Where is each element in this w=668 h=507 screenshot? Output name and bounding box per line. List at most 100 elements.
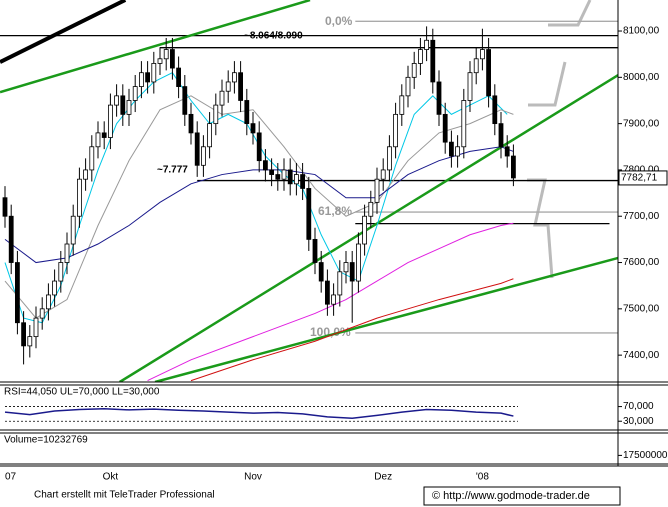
x-tick-label: 07: [5, 472, 17, 483]
arrow: [548, 0, 592, 27]
url-box: [423, 486, 621, 506]
candle-body: [417, 49, 423, 64]
candle-body: [331, 294, 337, 305]
candle-body: [281, 169, 287, 180]
moving-average: [4, 72, 508, 324]
y-tick-label: 8000,00: [623, 72, 660, 83]
candle-body: [157, 58, 163, 64]
candle-body: [213, 104, 219, 125]
annotation: 100,0%: [310, 325, 351, 339]
candle-body: [231, 72, 237, 83]
candle-body: [244, 100, 250, 125]
candle-body: [510, 155, 516, 179]
y-tick-label: 7600,00: [623, 257, 660, 268]
candle-body: [2, 197, 8, 217]
candle-body: [269, 169, 275, 175]
candle-body: [436, 81, 442, 115]
candle-body: [343, 262, 349, 273]
candle-body: [430, 39, 436, 83]
candle-body: [262, 160, 268, 171]
candle-body: [411, 63, 417, 78]
candle-body: [467, 72, 473, 101]
candle-body: [151, 63, 157, 83]
candle-body: [114, 95, 119, 106]
trend-line: [0, 0, 127, 64]
candle-body: [145, 72, 151, 83]
rsi-tick-label: 70,000: [623, 401, 654, 412]
annotation: ~7.777: [157, 165, 188, 176]
candle-body: [188, 113, 194, 134]
candle-body: [386, 146, 392, 171]
candle-body: [219, 90, 225, 106]
candle-body: [492, 95, 498, 125]
candle-body: [89, 146, 95, 171]
annotation: 0,0%: [325, 14, 353, 28]
candle-body: [169, 49, 175, 69]
volume-label: Volume=10232769: [4, 435, 88, 446]
y-tick-label: 7500,00: [623, 303, 660, 314]
candle-body: [399, 95, 405, 115]
moving-average: [147, 222, 514, 382]
candle-body: [337, 271, 343, 296]
candle-body: [27, 336, 33, 347]
url: © http://www.godmode-trader.de: [432, 490, 590, 502]
candle-body: [70, 215, 76, 245]
candle-body: [355, 243, 361, 282]
candle-body: [83, 169, 88, 180]
candle-body: [200, 146, 206, 166]
candle-body: [318, 262, 324, 282]
candle-body: [287, 169, 293, 185]
candle-body: [424, 39, 430, 50]
candle-body: [126, 100, 132, 115]
y-tick-label: 7700,00: [623, 211, 660, 222]
arrow: [528, 61, 567, 107]
candle-body: [256, 132, 262, 162]
candle-body: [132, 86, 138, 101]
candle-body: [194, 132, 200, 166]
candle-body: [306, 188, 312, 240]
candle-body: [46, 294, 51, 310]
main-panel: 0,0% ~8.064/8.090 ~7.777 61,8% 100,0%: [0, 0, 618, 382]
candle-body: [293, 174, 299, 185]
y-tick-label: 7400,00: [623, 350, 660, 361]
candle-body: [504, 146, 510, 157]
y-tick-label: 7900,00: [623, 118, 660, 129]
candle-body: [14, 262, 20, 324]
candle-body: [182, 86, 188, 115]
candle-body: [275, 174, 281, 180]
moving-average: [4, 146, 514, 264]
candle-body: [101, 132, 107, 138]
candle-body: [380, 169, 386, 180]
candle-body: [368, 201, 374, 217]
candle-body: [362, 215, 368, 245]
candle-body: [64, 243, 70, 263]
candle-body: [461, 100, 467, 148]
candle-body: [108, 104, 113, 138]
candle-body: [39, 308, 45, 319]
x-tick-label: Dez: [374, 472, 392, 483]
candle-body: [207, 123, 213, 148]
y-tick-label: 7800,00: [623, 165, 660, 176]
last-value-label: 7782,71: [621, 173, 658, 184]
candle-body: [324, 280, 330, 305]
x-tick-label: '08: [476, 472, 489, 483]
candle-body: [176, 67, 182, 87]
candle-body: [33, 317, 39, 338]
candle-body: [455, 146, 461, 157]
x-tick-label: Okt: [103, 472, 119, 483]
trend-line: [119, 73, 618, 382]
trend-line: [154, 256, 618, 382]
moving-average: [190, 278, 514, 382]
trend-line: [0, 0, 311, 94]
candle-body: [312, 238, 318, 263]
candle-body: [448, 141, 454, 157]
candle-body: [498, 123, 504, 148]
candle-body: [486, 49, 492, 97]
candle-body: [21, 322, 27, 347]
candle-body: [393, 113, 399, 148]
candle-body: [442, 113, 448, 143]
candle-body: [58, 262, 64, 282]
